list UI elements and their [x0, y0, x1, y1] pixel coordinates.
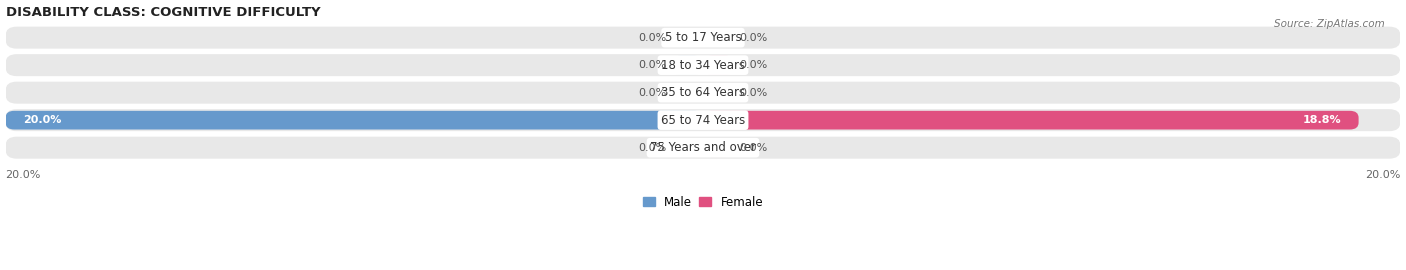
FancyBboxPatch shape — [6, 137, 1400, 159]
FancyBboxPatch shape — [6, 109, 1400, 131]
FancyBboxPatch shape — [703, 56, 734, 75]
Text: 20.0%: 20.0% — [1365, 170, 1400, 180]
FancyBboxPatch shape — [703, 138, 734, 157]
FancyBboxPatch shape — [672, 83, 703, 102]
Text: 0.0%: 0.0% — [638, 60, 666, 70]
Text: 65 to 74 Years: 65 to 74 Years — [661, 114, 745, 127]
Text: Source: ZipAtlas.com: Source: ZipAtlas.com — [1274, 19, 1385, 29]
FancyBboxPatch shape — [703, 83, 734, 102]
Text: 18.8%: 18.8% — [1302, 115, 1341, 125]
Text: 5 to 17 Years: 5 to 17 Years — [665, 31, 741, 44]
FancyBboxPatch shape — [6, 82, 1400, 104]
FancyBboxPatch shape — [703, 28, 734, 47]
FancyBboxPatch shape — [672, 28, 703, 47]
Text: 0.0%: 0.0% — [740, 60, 768, 70]
FancyBboxPatch shape — [6, 54, 1400, 76]
Text: 0.0%: 0.0% — [740, 143, 768, 153]
Text: 0.0%: 0.0% — [638, 143, 666, 153]
Text: 0.0%: 0.0% — [638, 33, 666, 43]
Text: 35 to 64 Years: 35 to 64 Years — [661, 86, 745, 99]
FancyBboxPatch shape — [672, 56, 703, 75]
Text: 20.0%: 20.0% — [22, 115, 62, 125]
Text: DISABILITY CLASS: COGNITIVE DIFFICULTY: DISABILITY CLASS: COGNITIVE DIFFICULTY — [6, 6, 321, 19]
FancyBboxPatch shape — [6, 27, 1400, 49]
FancyBboxPatch shape — [703, 111, 1358, 130]
Text: 0.0%: 0.0% — [740, 33, 768, 43]
Text: 20.0%: 20.0% — [6, 170, 41, 180]
FancyBboxPatch shape — [672, 138, 703, 157]
Text: 18 to 34 Years: 18 to 34 Years — [661, 59, 745, 72]
FancyBboxPatch shape — [6, 111, 703, 130]
Text: 0.0%: 0.0% — [740, 88, 768, 98]
Legend: Male, Female: Male, Female — [638, 191, 768, 213]
Text: 0.0%: 0.0% — [638, 88, 666, 98]
Text: 75 Years and over: 75 Years and over — [650, 141, 756, 154]
